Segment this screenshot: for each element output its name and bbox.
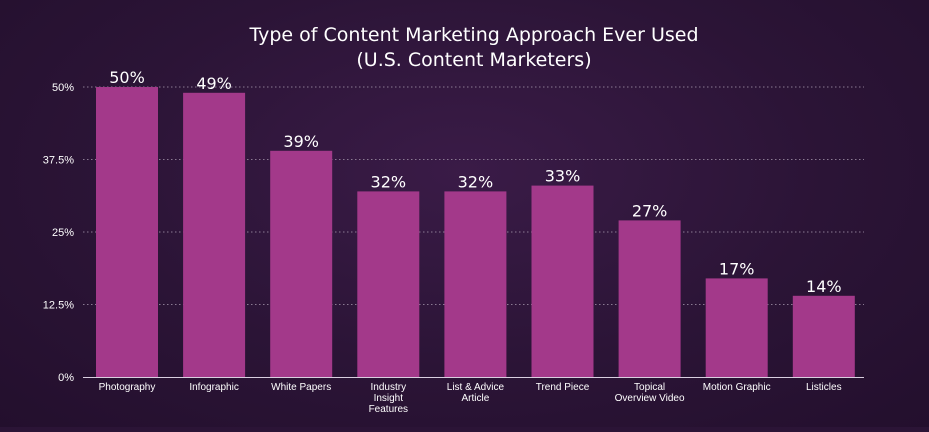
bar-value-label: 27% [632,201,668,220]
bar [531,185,594,377]
bar [618,220,681,377]
category-label: Features [369,404,408,415]
bar-value-label: 32% [371,172,407,191]
category-label: White Papers [271,382,331,393]
bar [444,191,507,377]
category-label: Photography [99,382,156,393]
y-axis-tick-labels: 0% 12.5% 25% 37.5% 50% [43,82,74,384]
bar-value-label: 17% [719,259,755,278]
y-tick-label: 25% [52,227,74,239]
chart-subtitle: (U.S. Content Marketers) [356,49,591,71]
category-label: Topical [634,382,665,393]
category-label: Article [462,393,490,404]
bar-value-label: 49% [196,74,232,93]
bar [183,92,246,378]
y-tick-label: 0% [58,372,74,384]
bar-value-label: 14% [806,277,842,296]
bar [792,295,855,377]
bar [357,191,420,377]
bar-value-label: 50% [109,68,145,87]
chart-title: Type of Content Marketing Approach Ever … [248,24,698,46]
y-tick-label: 37.5% [43,155,74,167]
category-label: Trend Piece [536,382,590,393]
x-axis-category-labels: Photography Infographic White Papers Indust… [99,382,842,415]
category-label: Motion Graphic [703,382,771,393]
bar [96,87,158,377]
category-label: List & Advice [447,382,505,393]
category-label: Insight [374,393,404,404]
category-label: Listicles [806,382,842,393]
bars [96,87,855,378]
bar-value-label: 32% [458,172,494,191]
category-label: Overview Video [615,393,685,404]
category-label: Industry [371,382,407,393]
bar-value-label: 33% [545,167,581,186]
y-tick-label: 12.5% [43,300,74,312]
data-labels: 50% 49% 39% 32% 32% 33% 27% 17% 14% [109,68,841,296]
bar [705,278,768,377]
category-label: Infographic [189,382,238,393]
bar-value-label: 39% [283,132,319,151]
bar [270,150,333,377]
y-tick-label: 50% [52,82,74,94]
